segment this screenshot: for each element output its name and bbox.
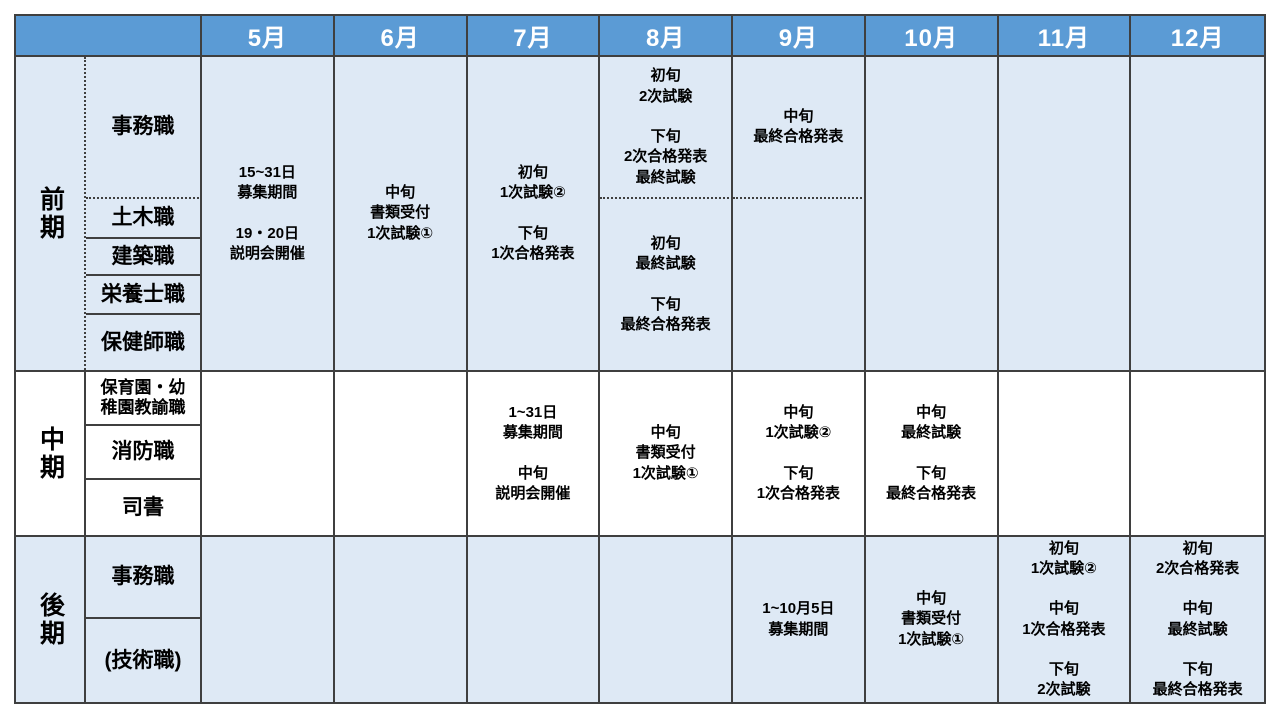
- cell-chuki-may: [202, 372, 335, 535]
- month-header-8: 8月: [600, 16, 733, 55]
- cell-text: 初旬 1次試験② 下旬 1次合格発表: [491, 163, 575, 262]
- job-cell-chuki-shobo: 消防職: [86, 426, 202, 480]
- job-label: 消防職: [111, 440, 175, 464]
- job-cell-zenki-hokenshi: 保健師職: [86, 315, 202, 370]
- month-header-12: 12月: [1170, 25, 1225, 52]
- job-cell-zenki-jimu: 事務職: [86, 57, 202, 199]
- job-cell-chuki-shisho: 司書: [86, 480, 202, 535]
- cell-zenki-jun: 中旬 書類受付 1次試験①: [335, 57, 468, 370]
- cell-text: 初旬 2次合格発表 中旬 最終試験 下旬 最終合格発表: [1152, 539, 1243, 699]
- month-header-6: 6月: [335, 16, 468, 55]
- schedule-table: 5月 6月 7月 8月 9月 10月 11月 12月 前期 事務職 土木職 建築…: [14, 14, 1266, 704]
- section-zenki: 前期 事務職 土木職 建築職 栄養士職 保健師職 15~31日 募集期間 19・…: [16, 57, 1264, 372]
- cell-zenki-oct: [866, 57, 999, 370]
- job-label: 栄養士職: [101, 282, 185, 306]
- cell-text: 初旬 2次試験 下旬 2次合格発表 最終試験: [623, 67, 708, 186]
- section-koki: 後期 事務職 (技術職) 1~10月5日 募集期間 中旬 書類受付 1次試験① …: [16, 537, 1264, 702]
- job-cell-zenki-doboku: 土木職: [86, 199, 202, 239]
- cell-koki-sep: 1~10月5日 募集期間: [733, 537, 866, 702]
- month-header-5: 5月: [202, 16, 335, 55]
- cell-koki-aug: [600, 537, 733, 702]
- cell-text: 初旬 1次試験② 中旬 1次合格発表 下旬 2次試験: [1022, 539, 1106, 699]
- cell-chuki-nov: [999, 372, 1132, 535]
- job-label: 保健師職: [101, 330, 185, 354]
- job-cell-zenki-kenchiku: 建築職: [86, 239, 202, 276]
- section-chuki: 中期 保育園・幼 稚園教諭職 消防職 司書 1~31日 募集期間 中旬 説明会開…: [16, 372, 1264, 537]
- term-cell-zenki: 前期: [16, 57, 86, 370]
- job-label: (技術職): [104, 648, 182, 672]
- cell-text: 15~31日 募集期間 19・20日 説明会開催: [229, 163, 305, 262]
- cell-text: 中旬 書類受付 1次試験①: [367, 184, 434, 242]
- cell-text: 初旬 最終試験 下旬 最終合格発表: [620, 234, 711, 333]
- term-cell-koki: 後期: [16, 537, 86, 702]
- cell-text: 中旬 書類受付 1次試験①: [632, 424, 699, 482]
- cell-chuki-oct: 中旬 最終試験 下旬 最終合格発表: [866, 372, 999, 535]
- job-label: 司書: [122, 495, 164, 519]
- job-cell-koki-jimu: 事務職: [86, 537, 202, 619]
- header-corner: [16, 16, 202, 55]
- cell-text: 1~10月5日 募集期間: [762, 600, 835, 638]
- job-cell-koki-gijutsu: (技術職): [86, 619, 202, 702]
- cell-zenki-sep-jimu: 中旬 最終合格発表: [733, 57, 866, 199]
- job-cell-zenki-eiyoshi: 栄養士職: [86, 276, 202, 315]
- month-header-10: 10月: [866, 16, 999, 55]
- cell-chuki-sep: 中旬 1次試験② 下旬 1次合格発表: [733, 372, 866, 535]
- cell-koki-nov: 初旬 1次試験② 中旬 1次合格発表 下旬 2次試験: [999, 537, 1132, 702]
- term-label-koki: 後期: [36, 591, 65, 648]
- cell-zenki-aug-jimu: 初旬 2次試験 下旬 2次合格発表 最終試験: [600, 57, 733, 199]
- cell-zenki-may: 15~31日 募集期間 19・20日 説明会開催: [202, 57, 335, 370]
- cell-koki-dec: 初旬 2次合格発表 中旬 最終試験 下旬 最終合格発表: [1131, 537, 1264, 702]
- cell-chuki-jun: [335, 372, 468, 535]
- term-label-chuki: 中期: [36, 425, 65, 482]
- cell-zenki-jul: 初旬 1次試験② 下旬 1次合格発表: [468, 57, 601, 370]
- cell-zenki-dec: [1131, 57, 1264, 370]
- cell-text: 1~31日 募集期間 中旬 説明会開催: [495, 403, 571, 502]
- cell-zenki-sep-others: [733, 199, 866, 370]
- cell-koki-jun: [335, 537, 468, 702]
- header-row: 5月 6月 7月 8月 9月 10月 11月 12月: [16, 16, 1264, 57]
- cell-chuki-aug: 中旬 書類受付 1次試験①: [600, 372, 733, 535]
- term-label-zenki: 前期: [36, 185, 65, 242]
- job-label: 事務職: [111, 115, 175, 139]
- cell-text: 中旬 最終合格発表: [753, 107, 844, 145]
- job-label: 土木職: [111, 206, 175, 230]
- job-label: 保育園・幼 稚園教諭職: [100, 377, 186, 417]
- cell-zenki-aug-others: 初旬 最終試験 下旬 最終合格発表: [600, 199, 733, 370]
- cell-zenki-nov: [999, 57, 1132, 370]
- job-label: 建築職: [111, 244, 175, 268]
- cell-text: 中旬 1次試験② 下旬 1次合格発表: [756, 403, 841, 502]
- cell-koki-jul: [468, 537, 601, 702]
- cell-koki-oct: 中旬 書類受付 1次試験①: [866, 537, 999, 702]
- cell-chuki-dec: [1131, 372, 1264, 535]
- month-header-11: 11月: [999, 16, 1132, 55]
- cell-text: 中旬 最終試験 下旬 最終合格発表: [886, 403, 977, 502]
- cell-chuki-jul: 1~31日 募集期間 中旬 説明会開催: [468, 372, 601, 535]
- cell-text: 中旬 書類受付 1次試験①: [898, 590, 965, 648]
- term-cell-chuki: 中期: [16, 372, 86, 535]
- month-header-7: 7月: [468, 16, 601, 55]
- job-label: 事務職: [111, 565, 175, 589]
- cell-koki-may: [202, 537, 335, 702]
- job-cell-chuki-hoiku: 保育園・幼 稚園教諭職: [86, 372, 202, 426]
- month-header-9: 9月: [733, 16, 866, 55]
